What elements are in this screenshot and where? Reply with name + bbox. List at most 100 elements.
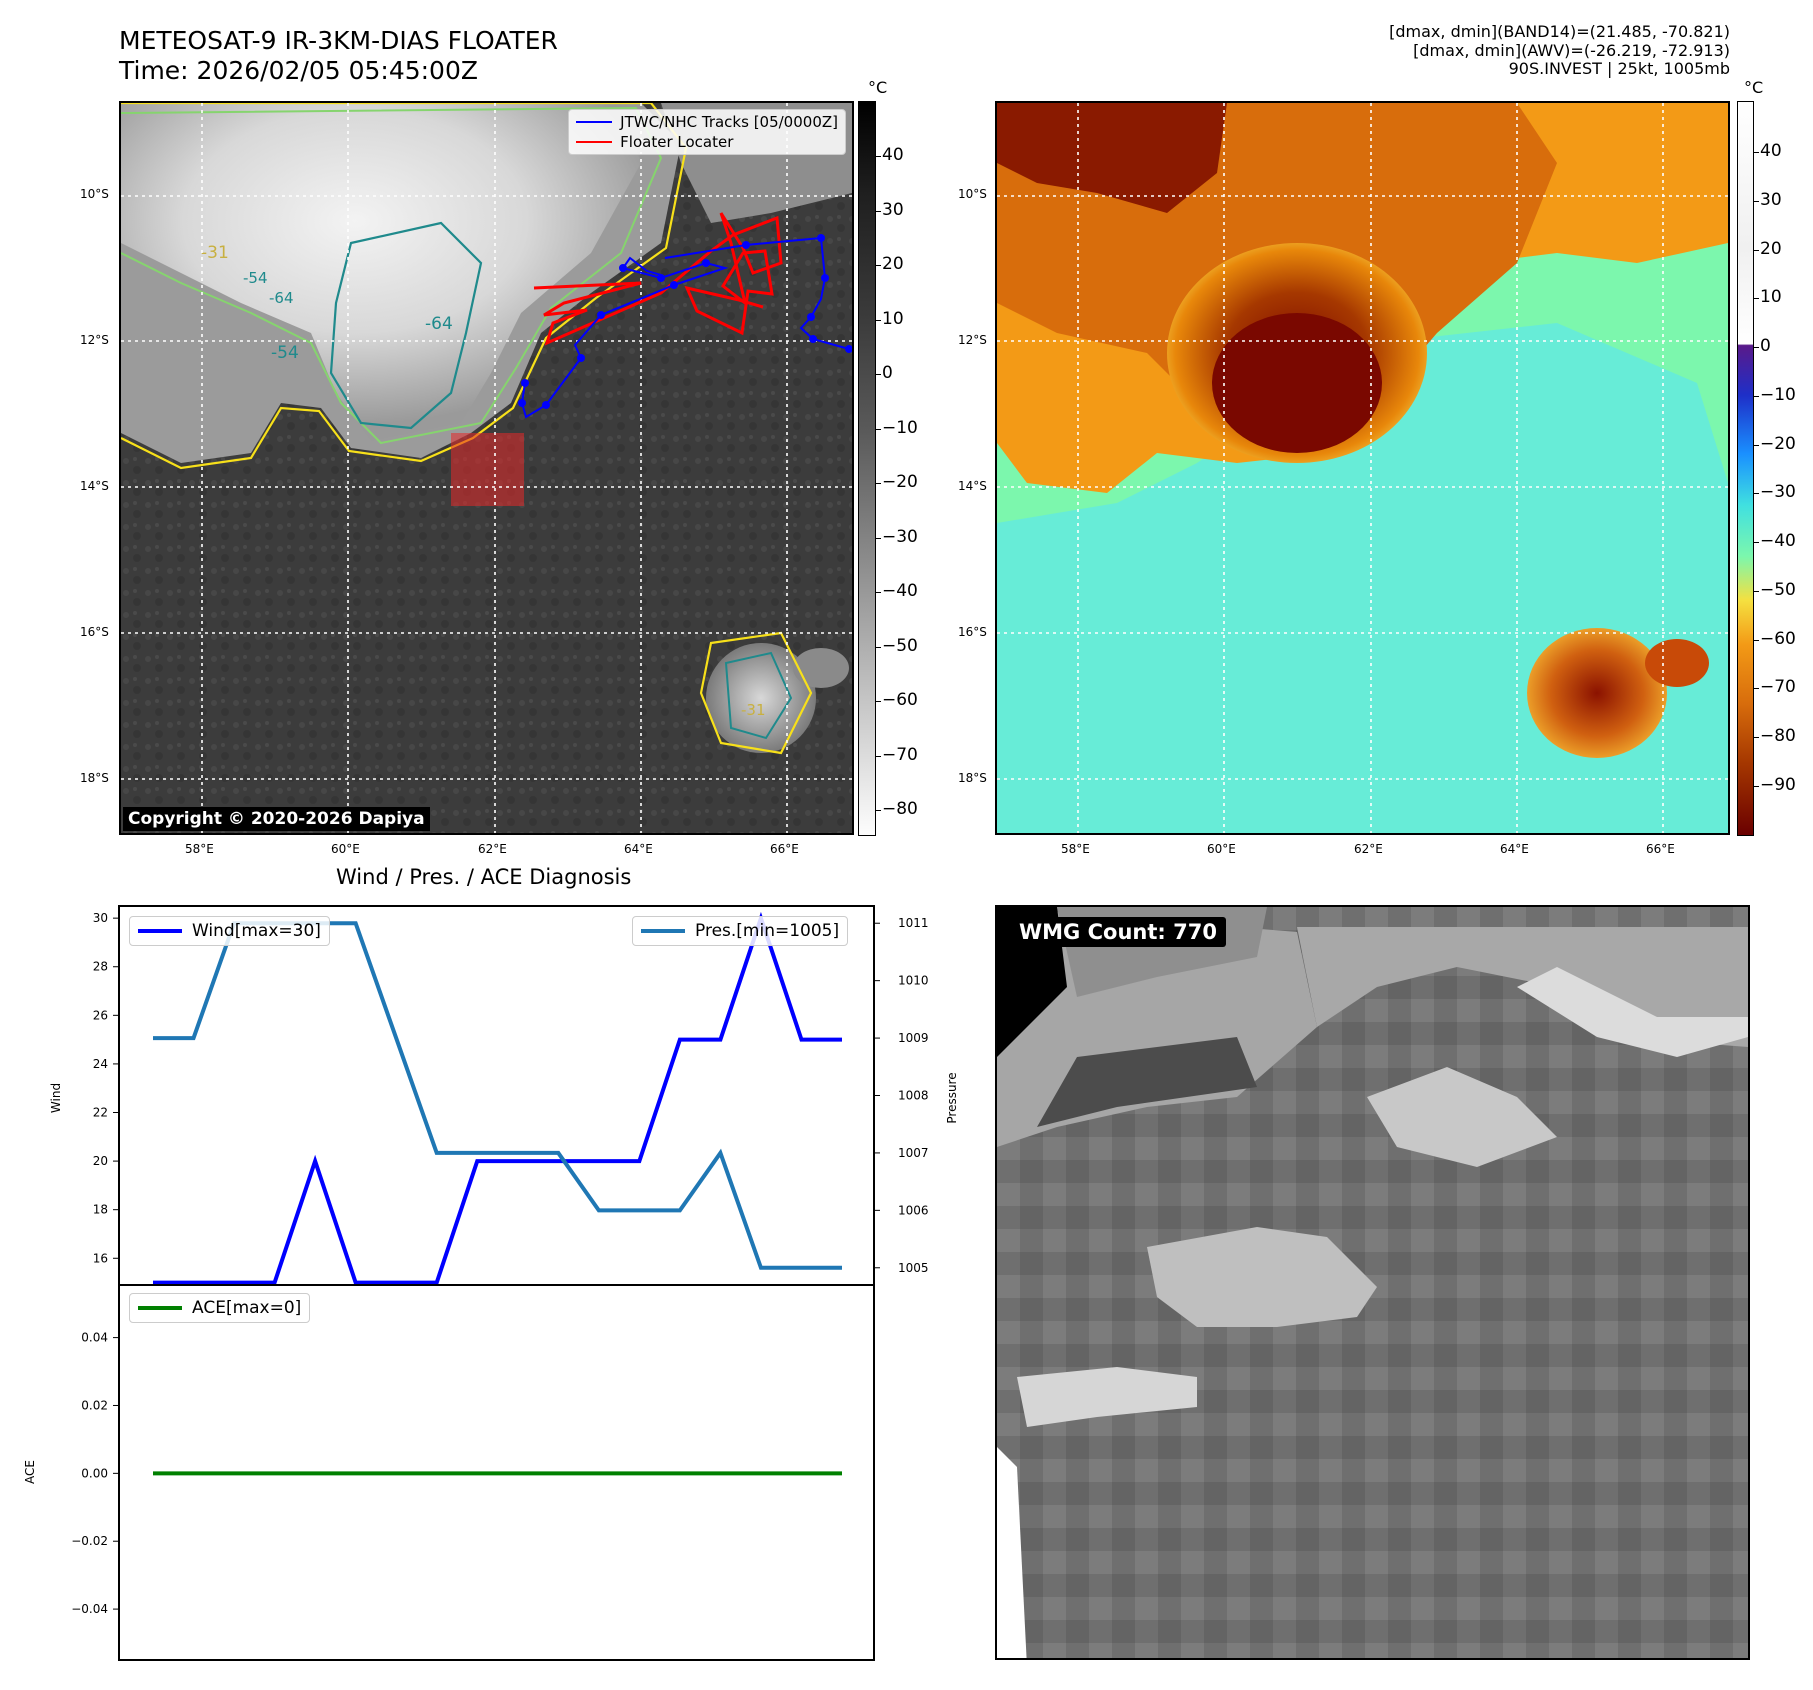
contour-label: -31	[201, 243, 229, 263]
contour-label: -64	[425, 314, 453, 334]
wind-pressure-frame	[118, 905, 875, 1286]
title-line-satellite: METEOSAT-9 IR-3KM-DIAS FLOATER	[119, 26, 558, 55]
lon-label: 62°E	[1354, 842, 1383, 856]
pressure-tick-label: 1010	[898, 974, 929, 988]
lat-label: 12°S	[958, 333, 987, 347]
colorbar-tick-label: −40	[1760, 531, 1796, 552]
diagnosis-title: Wind / Pres. / ACE Diagnosis	[336, 865, 632, 889]
ace-legend: ACE[max=0]	[129, 1293, 311, 1323]
map-grid	[121, 103, 852, 833]
wind-tick-label: 20	[93, 1154, 108, 1168]
wind-legend-label: Wind[max=30]	[192, 921, 321, 941]
colorbar-color-unit: °C	[1744, 78, 1764, 97]
wmg-bright-band	[1147, 1227, 1377, 1327]
floater-locater-track	[533, 212, 783, 346]
wind-ticks: 16 18 20 22 24 26 28 30	[93, 911, 119, 1265]
colorbar-tick-mark	[876, 646, 881, 648]
colorbar-tick-label: −60	[1760, 628, 1796, 649]
pressure-axis-label: Pressure	[945, 1072, 959, 1123]
ace-axis-label: ACE	[23, 1460, 37, 1484]
map2-grid	[997, 103, 1728, 833]
lon-label: 60°E	[331, 842, 360, 856]
colorbar-tick-label: −90	[1760, 775, 1796, 795]
wmg-bright-ne	[1517, 967, 1748, 1057]
colorbar-tick-mark	[876, 374, 881, 375]
colorbar-tick-label: −70	[1760, 677, 1796, 698]
pressure-tick-label: 1011	[898, 916, 929, 930]
lon-label: 58°E	[185, 842, 214, 856]
colorbar-tick-mark	[876, 810, 881, 811]
lat-label: 16°S	[80, 625, 109, 639]
colorbar-tick-mark	[1754, 590, 1759, 592]
cloud-core	[121, 103, 641, 441]
pressure-tick-label: 1005	[898, 1261, 929, 1275]
color-map	[997, 103, 1728, 833]
colorbar-gray	[858, 101, 876, 836]
ir-map: -64 -54 -31 -64 -54 -31	[121, 103, 852, 833]
colorbar-tick-mark	[1754, 737, 1759, 739]
wmg-dark-band	[1037, 1037, 1257, 1127]
title-line-time: Time: 2026/02/05 05:45:00Z	[119, 56, 478, 85]
lon-label: 62°E	[478, 842, 507, 856]
colorbar-tick-label: −70	[882, 744, 918, 765]
colorbar-tick-label: 20	[1760, 238, 1782, 259]
colorbar-tick-label: −50	[882, 635, 918, 656]
colorbar-tick-label: 10	[1760, 287, 1782, 308]
pressure-tick-label: 1006	[898, 1203, 929, 1217]
wmg-count-label: WMG Count: 770	[1010, 917, 1226, 947]
colorbar-tick-label: −80	[1760, 726, 1796, 747]
wmg-bright-mid	[1367, 1067, 1557, 1167]
contour-label: -54	[243, 269, 268, 287]
wind-tick-label: 18	[93, 1203, 108, 1217]
lat-label: 18°S	[958, 771, 987, 785]
colorbar-color	[1737, 101, 1754, 836]
colorbar-tick-mark	[1754, 786, 1759, 787]
wind-legend: Wind[max=30]	[129, 916, 330, 946]
colorbar-tick-mark	[1754, 395, 1759, 397]
chart-title: METEOSAT-9 IR-3KM-DIAS FLOATER Time: 202…	[119, 26, 558, 86]
ace-tick-label: 0.04	[81, 1331, 108, 1345]
colorbar-tick-mark	[1754, 688, 1759, 690]
ace-tick-label: 0.02	[81, 1398, 108, 1412]
info-awv: [dmax, dmin](AWV)=(-26.219, -72.913)	[1413, 40, 1730, 60]
pressure-ticks: 1005 1006 1007 1008 1009 1010 1011	[874, 916, 929, 1275]
wmg-white-edge	[997, 1447, 1027, 1658]
lon-label: 66°E	[770, 842, 799, 856]
field-hot-center	[1212, 313, 1382, 453]
jtwc-track-2	[664, 236, 850, 350]
ace-legend-label: ACE[max=0]	[192, 1298, 302, 1318]
cloud-se	[706, 643, 816, 753]
colorbar-tick-mark	[876, 428, 881, 430]
lon-label: 64°E	[624, 842, 653, 856]
colorbar-tick-label: 40	[882, 145, 904, 165]
jtwc-track-points	[518, 234, 852, 409]
colorbar-tick-mark	[1754, 152, 1759, 153]
pressure-legend-line	[641, 929, 685, 933]
colorbar-tick-mark	[1754, 639, 1759, 641]
legend-floater-label: Floater Locater	[620, 133, 734, 151]
info-band14: [dmax, dmin](BAND14)=(21.485, -70.821)	[1389, 22, 1730, 41]
lat-label: 10°S	[958, 187, 987, 201]
contour-teal	[329, 221, 483, 430]
info-storm: 90S.INVEST | 25kt, 1005mb	[1508, 59, 1730, 78]
colorbar-tick-label: 30	[1760, 189, 1782, 210]
colorbar-tick-mark	[1754, 298, 1759, 300]
lon-label: 58°E	[1061, 842, 1090, 856]
colorbar-tick-label: −10	[882, 417, 918, 438]
colorbar-tick-label: 30	[882, 199, 904, 220]
colorbar-tick-mark	[876, 537, 881, 539]
colorbar-gray-unit: °C	[868, 78, 888, 97]
contour-label: -64	[269, 289, 294, 307]
colorbar-tick-label: 10	[882, 308, 904, 329]
lon-label: 66°E	[1646, 842, 1675, 856]
wmg-bright-sw	[1017, 1367, 1197, 1427]
colorbar-tick-mark	[1754, 249, 1759, 251]
contour-label: -54	[271, 343, 299, 363]
cloud-se-small	[793, 648, 849, 688]
ace-tick-label: −0.04	[71, 1602, 108, 1616]
colorbar-tick-label: −80	[882, 799, 918, 819]
pressure-tick-label: 1007	[898, 1146, 929, 1160]
ace-tick-label: −0.02	[71, 1534, 108, 1548]
lat-label: 14°S	[80, 479, 109, 493]
field-darkred-nw	[997, 103, 1227, 213]
